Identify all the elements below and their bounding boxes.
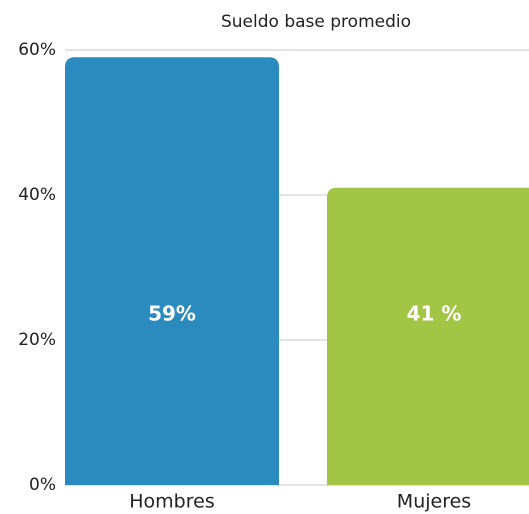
bar — [65, 57, 279, 485]
value-label: 59% — [148, 302, 196, 326]
x-tick-label: Hombres — [129, 491, 214, 513]
chart-title: Sueldo base promedio — [221, 12, 411, 32]
x-tick-label: Mujeres — [397, 491, 471, 513]
y-tick-label: 60% — [18, 40, 56, 60]
y-tick-label: 0% — [29, 475, 56, 495]
y-tick-label: 40% — [18, 185, 56, 205]
value-label: 41 % — [407, 302, 462, 326]
bar — [327, 187, 529, 485]
y-tick-label: 20% — [18, 330, 56, 350]
